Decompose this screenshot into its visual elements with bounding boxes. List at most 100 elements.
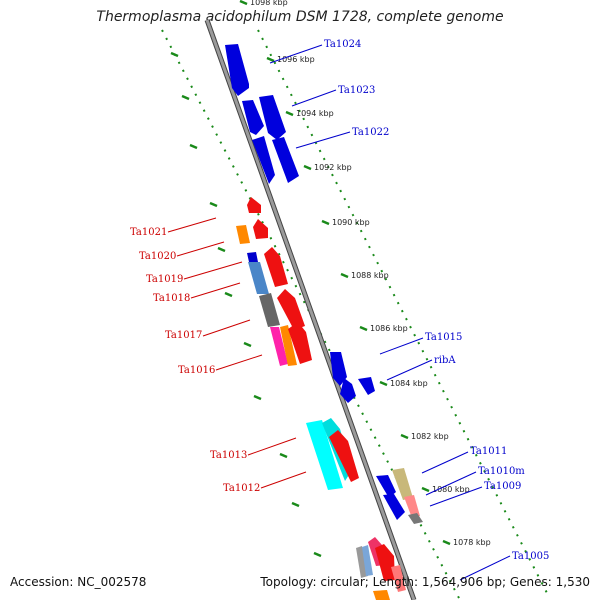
gene-label[interactable]: Ta1024 — [324, 39, 361, 50]
gene-arrow — [362, 545, 373, 576]
leader-line — [167, 217, 217, 233]
gene-arrow — [383, 494, 405, 520]
major-tick — [340, 272, 349, 279]
leader-line — [425, 471, 477, 496]
major-tick — [189, 143, 198, 150]
leader-line — [202, 319, 251, 337]
gene-label[interactable]: Ta1021 — [130, 227, 167, 238]
leader-line — [459, 555, 511, 581]
major-tick — [421, 486, 430, 493]
leader-line — [429, 486, 483, 507]
gene-label[interactable]: Ta1020 — [139, 251, 176, 262]
gene-arrow — [280, 325, 297, 366]
leader-line — [386, 359, 433, 381]
major-tick — [253, 394, 262, 401]
gene-arrow — [392, 468, 413, 500]
kbp-label: 1092 kbp — [314, 163, 352, 172]
gene-label[interactable]: Ta1010m — [478, 466, 525, 477]
major-tick — [181, 94, 190, 101]
kbp-label: 1084 kbp — [390, 379, 428, 388]
gene-label[interactable]: Ta1016 — [178, 365, 215, 376]
leader-line — [247, 437, 297, 456]
gene-label[interactable]: Ta1011 — [470, 446, 507, 457]
major-tick — [303, 164, 312, 171]
major-tick — [313, 551, 322, 558]
major-tick — [239, 0, 248, 6]
gene-label[interactable]: Ta1018 — [153, 293, 190, 304]
gene-blocks — [225, 44, 423, 600]
gene-arrow — [252, 136, 275, 184]
leader-line — [379, 337, 424, 355]
gene-label[interactable]: Ta1022 — [352, 127, 389, 138]
accession-text: Accession: NC_002578 — [10, 575, 147, 589]
gene-arrow — [408, 513, 423, 524]
gene-arrow — [330, 352, 347, 386]
gene-arrow — [259, 95, 286, 140]
gene-arrow — [329, 430, 359, 482]
gene-arrow — [373, 590, 390, 600]
gene-arrow — [236, 225, 250, 244]
gene-label[interactable]: Ta1019 — [146, 274, 183, 285]
gene-arrow — [264, 247, 288, 287]
major-tick — [217, 246, 226, 253]
gene-label[interactable]: Ta1013 — [210, 450, 247, 461]
kbp-label-group: 1098 kbp 1096 kbp 1094 kbp 1092 kbp 1090 kbp… — [250, 0, 491, 547]
gene-arrow — [358, 377, 375, 395]
major-tick — [359, 325, 368, 332]
leader-line — [176, 241, 225, 257]
leader-line — [260, 471, 307, 489]
gene-label[interactable]: Ta1009 — [484, 481, 521, 492]
gene-leader-lines — [167, 44, 511, 581]
kbp-label: 1098 kbp — [250, 0, 288, 7]
gene-arrow — [404, 495, 420, 518]
genome-title: Thermoplasma acidophilum DSM 1728, compl… — [96, 9, 504, 25]
leader-line — [215, 354, 263, 371]
gene-label[interactable]: Ta1005 — [512, 551, 549, 562]
kbp-label: 1090 kbp — [332, 218, 370, 227]
gene-label[interactable]: Ta1015 — [425, 332, 462, 343]
gene-arrow — [247, 252, 258, 262]
kbp-label: 1080 kbp — [432, 485, 470, 494]
genome-summary-text: Topology: circular; Length: 1,564,906 bp… — [260, 575, 590, 589]
leader-line — [269, 44, 323, 64]
major-tick — [379, 380, 388, 387]
gene-arrow — [253, 219, 268, 239]
kbp-ticks — [170, 0, 451, 558]
leader-line — [183, 261, 243, 280]
gene-arrow — [375, 544, 395, 581]
gene-label[interactable]: Ta1012 — [223, 483, 260, 494]
gene-label[interactable]: Ta1017 — [165, 330, 202, 341]
major-tick — [442, 539, 451, 546]
kbp-label: 1088 kbp — [351, 271, 389, 280]
leader-line — [295, 131, 351, 149]
gene-label[interactable]: ribA — [434, 355, 456, 366]
major-tick — [224, 291, 233, 298]
gene-arrow — [248, 262, 269, 294]
gene-arrow — [306, 420, 343, 490]
major-tick — [209, 201, 218, 208]
major-tick — [243, 341, 252, 348]
gene-arrow — [259, 293, 280, 327]
gene-arrow — [272, 137, 299, 183]
gene-arrow — [376, 475, 396, 498]
gene-arrow — [242, 100, 264, 135]
leader-line — [190, 282, 241, 299]
major-tick — [279, 452, 288, 459]
gene-arrow — [270, 327, 288, 366]
leader-line — [291, 89, 337, 107]
major-tick — [285, 110, 294, 117]
major-tick — [321, 219, 330, 226]
gene-label[interactable]: Ta1023 — [338, 85, 375, 96]
kbp-label: 1078 kbp — [453, 538, 491, 547]
major-tick — [291, 501, 300, 508]
kbp-label: 1086 kbp — [370, 324, 408, 333]
kbp-label: 1094 kbp — [296, 109, 334, 118]
leader-line — [421, 451, 469, 474]
gene-arrow — [288, 322, 312, 364]
major-tick — [400, 433, 409, 440]
major-tick — [170, 51, 179, 58]
gene-arrow — [356, 546, 368, 578]
kbp-label: 1082 kbp — [411, 432, 449, 441]
gene-arrow — [225, 44, 249, 96]
